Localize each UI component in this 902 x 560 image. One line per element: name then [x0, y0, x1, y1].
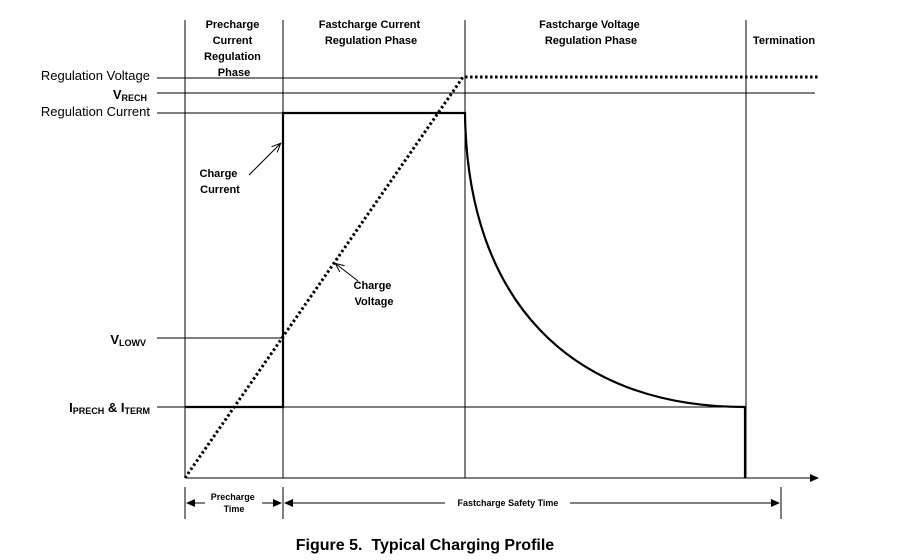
charge-current-annotation: Charge Current [200, 168, 241, 196]
phase-label-fastcharge-current: Fastcharge Current Regulation Phase [319, 19, 424, 47]
phase-label-fastcharge-voltage: Fastcharge Voltage Regulation Phase [539, 19, 643, 47]
regulation-current-label: Regulation Current [41, 104, 151, 119]
charge-current-pointer [248, 144, 280, 176]
figure-caption: Figure 5. Typical Charging Profile [296, 537, 555, 554]
charge-voltage-pointer [336, 264, 359, 282]
regulation-voltage-label: Regulation Voltage [41, 68, 150, 83]
charge-current-curve [185, 111, 747, 478]
vrech-label: VRECH [113, 87, 147, 103]
charge-voltage-annotation: Charge Voltage [354, 280, 395, 308]
phase-label-precharge: Precharge Current Regulation Phase [204, 19, 264, 79]
iprech-iterm-label: IPRECH & ITERM [69, 400, 150, 416]
fastcharge-safety-time-label: Fastcharge Safety Time [458, 498, 559, 508]
precharge-time-label: Precharge Time [211, 492, 258, 514]
phase-label-termination: Termination [753, 35, 815, 47]
vlowv-label: VLOWV [110, 332, 146, 348]
